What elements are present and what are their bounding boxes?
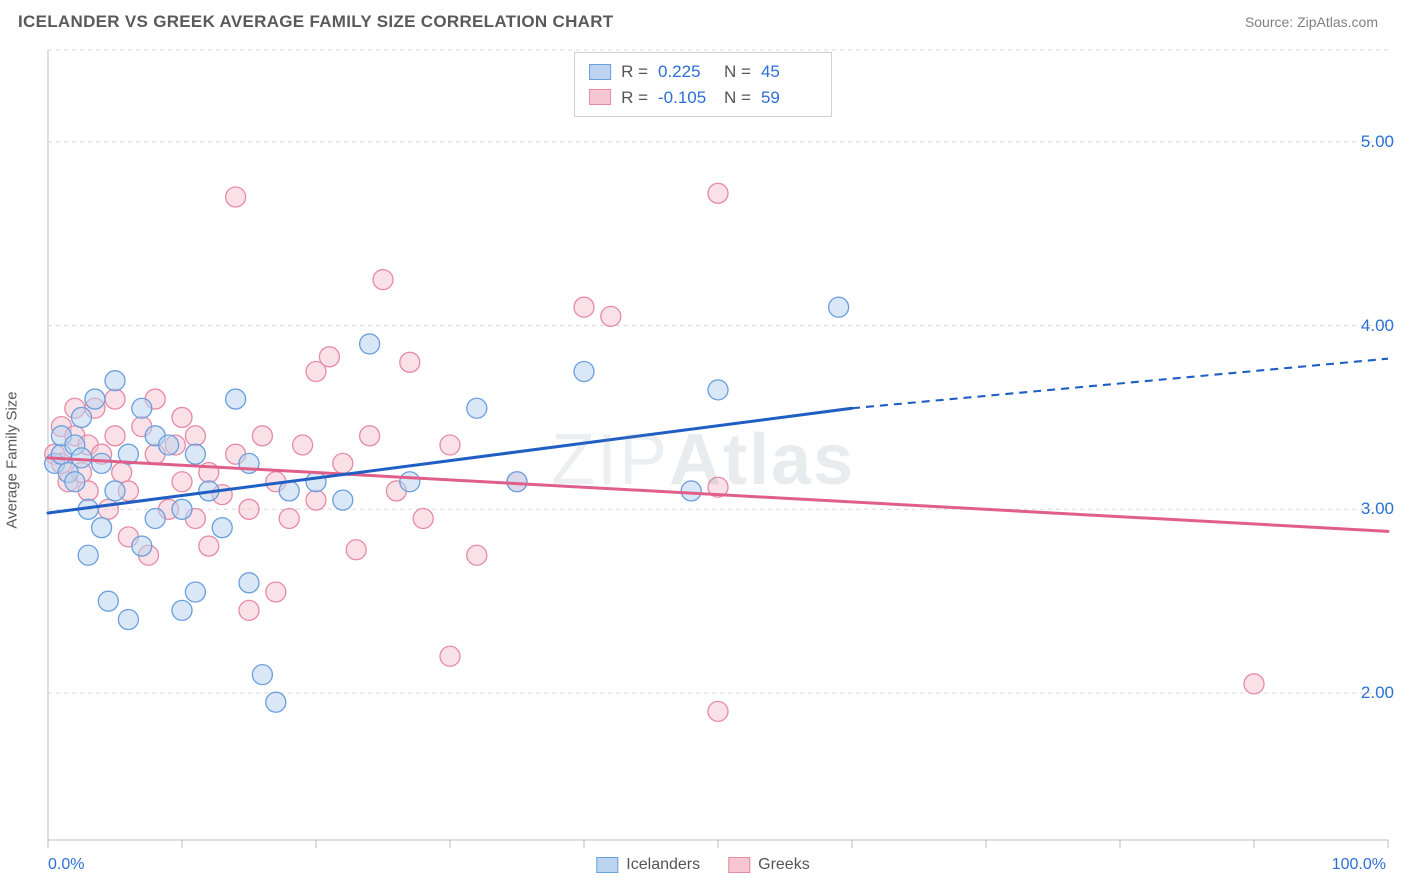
r-value-icelanders: 0.225 (658, 59, 714, 85)
legend-item-icelanders: Icelanders (596, 856, 700, 874)
source-attribution: Source: ZipAtlas.com (1245, 14, 1378, 30)
r-label: R = (621, 85, 648, 111)
n-label: N = (724, 59, 751, 85)
n-label: N = (724, 85, 751, 111)
legend-label-icelanders: Icelanders (626, 856, 700, 874)
chart-container: Average Family Size ZIPAtlas R = 0.225 N… (0, 40, 1406, 880)
n-value-icelanders: 45 (761, 59, 817, 85)
legend-item-greeks: Greeks (728, 856, 810, 874)
swatch-icelanders-icon (589, 64, 611, 80)
x-axis-min-label: 0.0% (48, 856, 84, 874)
scatter-chart-svg (0, 40, 1406, 880)
y-tick-label: 5.00 (1361, 132, 1394, 152)
source-label: Source: (1245, 14, 1293, 30)
y-axis-label: Average Family Size (4, 391, 21, 528)
chart-title: ICELANDER VS GREEK AVERAGE FAMILY SIZE C… (18, 12, 613, 32)
y-tick-label: 3.00 (1361, 499, 1394, 519)
legend-stats-box: R = 0.225 N = 45 R = -0.105 N = 59 (574, 52, 832, 117)
swatch-greeks-icon (589, 89, 611, 105)
r-value-greeks: -0.105 (658, 85, 714, 111)
legend-label-greeks: Greeks (758, 856, 810, 874)
swatch-greeks-icon (728, 857, 750, 873)
x-axis-max-label: 100.0% (1332, 856, 1386, 874)
legend-series: Icelanders Greeks (596, 856, 809, 874)
y-tick-label: 2.00 (1361, 683, 1394, 703)
y-tick-label: 4.00 (1361, 316, 1394, 336)
source-name: ZipAtlas.com (1297, 14, 1378, 30)
chart-header: ICELANDER VS GREEK AVERAGE FAMILY SIZE C… (0, 0, 1406, 40)
n-value-greeks: 59 (761, 85, 817, 111)
swatch-icelanders-icon (596, 857, 618, 873)
legend-stats-row-icelanders: R = 0.225 N = 45 (589, 59, 817, 85)
r-label: R = (621, 59, 648, 85)
legend-stats-row-greeks: R = -0.105 N = 59 (589, 85, 817, 111)
